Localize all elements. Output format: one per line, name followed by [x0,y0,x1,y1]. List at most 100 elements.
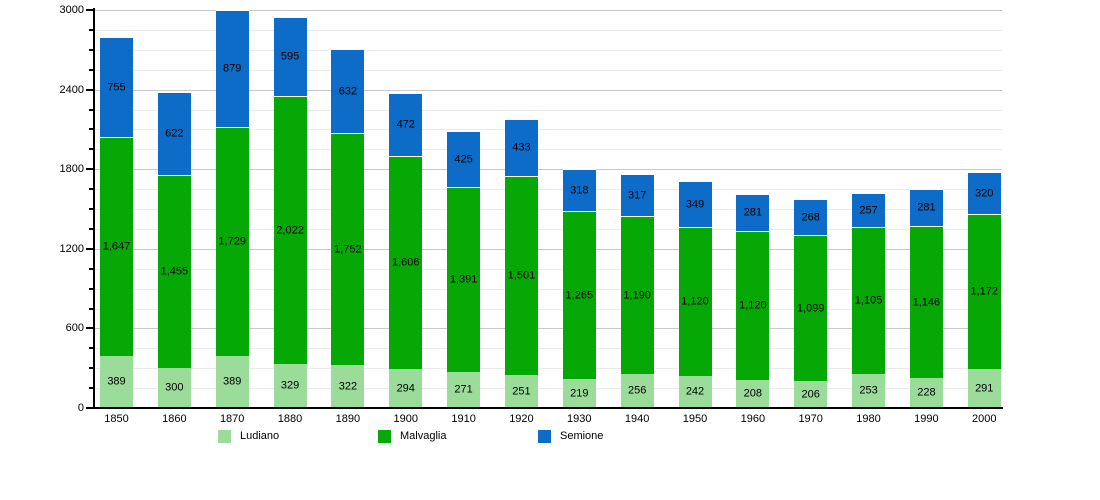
bar-segment-ludiano: 206 [794,381,828,408]
bar-value-label: 1,265 [565,289,594,301]
gridline [95,49,1002,51]
x-axis-label: 1980 [856,413,881,425]
y-axis-tick [89,208,94,210]
x-axis-label: 1970 [798,413,823,425]
gridline [95,109,1002,111]
y-axis-line [93,8,95,409]
y-axis-tick [89,227,94,230]
bar-1920: 251 1,501 433 [504,119,538,408]
bar-value-label: 1,729 [218,235,246,248]
bar-segment-semione: 622 [157,92,191,175]
bar-value-label: 271 [454,383,473,396]
bar-value-label: 206 [801,388,820,400]
bar-segment-ludiano: 329 [273,364,307,408]
gridline [95,189,1002,191]
bar-segment-malvaglia: 1,099 [794,235,828,381]
y-axis-tick [89,287,94,290]
y-axis-label: 1200 [59,242,84,255]
gridline [95,288,1002,290]
legend-label: Ludiano [240,430,280,442]
bar-segment-semione: 632 [331,49,365,133]
gridline [95,209,1002,210]
bar-value-label: 1,190 [623,289,651,301]
bar-segment-semione: 433 [504,119,538,176]
bar-value-label: 1,120 [739,299,767,312]
bar-segment-malvaglia: 1,752 [331,133,365,365]
bar-value-label: 320 [975,187,994,199]
y-axis-tick [89,108,94,111]
bar-segment-ludiano: 251 [504,375,538,408]
x-axis-label: 1950 [682,413,708,425]
legend-item-semione: Semione [538,430,698,443]
bar-segment-ludiano: 322 [331,365,365,408]
bar-segment-semione: 281 [909,189,943,226]
gridline [95,89,1002,91]
bar-segment-ludiano: 294 [389,369,423,408]
bar-segment-ludiano: 271 [447,372,481,408]
bar-segment-ludiano: 219 [562,379,596,408]
y-axis-label: 2400 [59,83,84,96]
bar-segment-malvaglia: 1,455 [157,175,191,368]
bar-value-label: 1,099 [796,302,825,314]
bar-segment-ludiano: 389 [100,356,133,408]
bar-1890: 322 1,752 632 [331,49,365,408]
bar-segment-semione: 320 [967,172,1001,214]
gridline [95,10,1002,11]
x-axis-label: 1890 [335,413,361,425]
bar-1940: 256 1,190 317 [620,174,654,408]
legend-label: Semione [560,430,604,442]
bar-segment-malvaglia: 1,647 [100,137,133,356]
bar-segment-malvaglia: 1,729 [215,127,249,356]
bar-value-label: 257 [859,204,878,216]
bar-1850: 389 1,647 755 [100,37,133,408]
x-axis-label: 1940 [624,413,650,425]
bar-1900: 294 1,606 472 [389,93,423,408]
bar-value-label: 1,752 [334,243,362,255]
bar-segment-ludiano: 208 [736,380,770,408]
x-axis-label: 1920 [509,413,534,425]
bar-value-label: 268 [801,211,820,223]
bar-value-label: 1,391 [449,273,478,286]
y-axis-tick [89,128,94,131]
legend-swatch-icon [218,430,231,443]
bar-value-label: 251 [512,385,531,397]
bar-segment-semione: 317 [620,174,654,216]
legend: Ludiano Malvaglia Semione [218,430,698,443]
bar-value-label: 228 [917,386,936,399]
bar-1860: 300 1,455 622 [157,92,191,408]
bar-segment-ludiano: 256 [620,374,654,408]
bar-value-label: 389 [223,375,242,388]
bar-value-label: 1,105 [854,294,883,307]
bar-value-label: 242 [685,385,705,398]
y-axis-tick [89,28,94,31]
bar-segment-semione: 257 [852,193,886,227]
bar-segment-ludiano: 253 [852,374,886,408]
bar-value-label: 329 [280,379,300,392]
bar-segment-ludiano: 300 [157,368,191,408]
bar-segment-semione: 755 [100,37,133,137]
y-axis-tick [89,148,94,151]
bar-segment-semione: 281 [736,194,770,231]
bar-1910: 271 1,391 425 [447,131,481,408]
gridline [95,169,1002,171]
bar-value-label: 291 [975,382,994,394]
x-axis-label: 2000 [972,413,997,425]
gridline [95,29,1002,31]
x-axis-label: 1900 [393,413,418,425]
bar-segment-semione: 879 [215,10,249,127]
bar-segment-ludiano: 228 [909,378,943,408]
bar-segment-semione: 472 [389,93,423,156]
legend-swatch-icon [538,430,551,443]
gridline [95,228,1002,230]
bar-1990: 228 1,146 281 [909,189,943,408]
bar-1950: 242 1,120 349 [678,181,712,408]
bar-segment-malvaglia: 1,120 [736,231,770,380]
bar-value-label: 2,022 [276,224,304,236]
bar-value-label: 281 [917,201,936,214]
bar-value-label: 755 [107,81,126,93]
bar-segment-semione: 595 [273,17,307,96]
bar-value-label: 294 [396,382,415,394]
y-axis-label: 1800 [59,163,84,176]
y-axis-tick [89,188,94,191]
bar-value-label: 300 [165,381,184,394]
